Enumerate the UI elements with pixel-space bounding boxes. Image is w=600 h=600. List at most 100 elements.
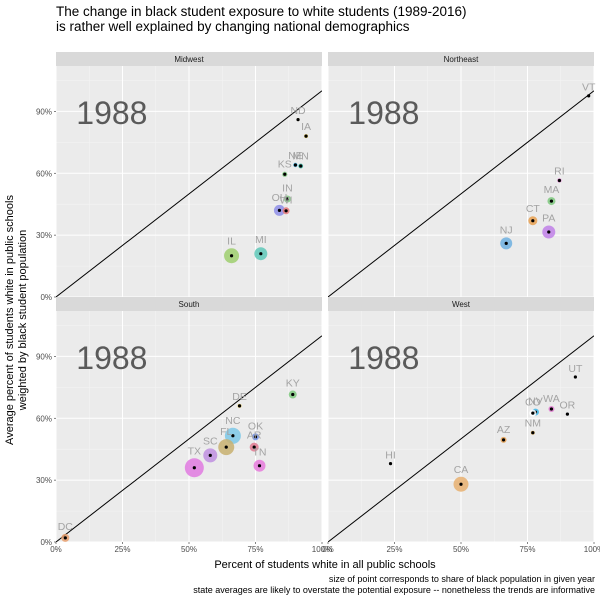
x-tick-label: 100% — [584, 545, 600, 554]
plot-area-northeast — [328, 90, 594, 297]
state-label-mn: MN — [293, 151, 309, 163]
panel-strip-northeast — [328, 52, 594, 66]
state-label-nc: NC — [225, 415, 241, 427]
point-center-sc — [208, 453, 212, 457]
point-center-tx — [192, 466, 196, 470]
point-center-or — [565, 412, 570, 416]
year-label-midwest: 1988 — [76, 95, 147, 131]
point-center-fl — [224, 445, 228, 449]
panel-title-midwest: Midwest — [174, 55, 204, 64]
panel-strip-south — [56, 297, 322, 311]
point-center-hi — [388, 462, 393, 466]
state-label-ca: CA — [454, 464, 469, 476]
y-tick-label: 60% — [36, 414, 52, 423]
point-center-mn — [299, 164, 303, 168]
state-label-az: AZ — [497, 424, 511, 436]
state-label-ok: OK — [248, 420, 263, 432]
state-label-tx: TX — [188, 445, 201, 457]
point-center-az — [501, 438, 506, 442]
y-tick-label: 0% — [40, 538, 52, 547]
x-tick-label: 100% — [312, 545, 332, 554]
point-center-oh — [277, 208, 282, 212]
point-center-ia — [304, 134, 308, 138]
point-center-ca — [459, 482, 463, 486]
point-center-dc — [63, 536, 67, 540]
plot-area-midwest — [56, 90, 322, 297]
state-label-nm: NM — [525, 418, 541, 430]
panel-title-south: South — [179, 300, 200, 309]
state-label-ky: KY — [286, 378, 300, 390]
x-axis-title: Percent of students white in all public … — [214, 559, 436, 571]
point-center-nj — [504, 241, 508, 245]
state-label-dc: DC — [58, 521, 74, 533]
point-center-ri — [557, 178, 562, 183]
state-label-ct: CT — [526, 203, 541, 215]
x-tick-label: 0% — [50, 545, 62, 554]
x-tick-label: 50% — [181, 545, 197, 554]
point-center-ks — [283, 172, 287, 176]
point-center-ne — [293, 163, 297, 167]
point-center-nc — [231, 434, 235, 438]
point-center-pa — [547, 230, 551, 234]
state-label-mi: MI — [255, 234, 267, 246]
point-center-ar — [252, 445, 256, 449]
point-center-mi — [259, 252, 263, 256]
state-label-nd: ND — [290, 105, 306, 117]
point-center-nd — [296, 118, 300, 122]
y-tick-label: 90% — [36, 352, 52, 361]
point-center-vt — [587, 94, 591, 98]
point-center-in — [285, 197, 290, 201]
panel-title-northeast: Northeast — [444, 55, 479, 64]
y-axis-title-line-2: weighted by black student population — [17, 230, 29, 411]
state-label-wa: WA — [543, 393, 560, 405]
state-label-pa: PA — [542, 213, 555, 225]
reference-line-midwest — [56, 90, 322, 297]
state-label-ut: UT — [568, 363, 583, 375]
point-center-ok — [253, 435, 258, 439]
state-label-ks: KS — [278, 159, 292, 171]
plot-area-south — [56, 335, 322, 542]
caption-line-2: state averages are likely to overstate t… — [193, 585, 595, 595]
state-label-in: IN — [282, 183, 293, 195]
panel-strip-west — [328, 297, 594, 311]
point-center-de — [237, 404, 242, 408]
year-label-northeast: 1988 — [348, 95, 419, 131]
point-center-ut — [573, 375, 577, 379]
chart-title-line-1: The change in black student exposure to … — [56, 4, 467, 19]
caption-line-1: size of point corresponds to share of bl… — [329, 574, 595, 584]
state-label-wi: WI — [280, 194, 293, 206]
state-label-il: IL — [227, 235, 236, 247]
panel-title-west: West — [452, 300, 471, 309]
x-tick-label: 50% — [453, 545, 469, 554]
x-tick-label: 25% — [114, 545, 130, 554]
point-center-ct — [531, 219, 535, 223]
y-tick-label: 30% — [36, 476, 52, 485]
point-center-tn — [257, 464, 262, 468]
point-center-wi — [284, 209, 288, 213]
state-label-fl: FL — [220, 426, 232, 438]
y-tick-label: 60% — [36, 169, 52, 178]
y-tick-label: 0% — [40, 293, 52, 302]
state-label-nv: NV — [528, 396, 543, 408]
state-label-tn: TN — [252, 447, 266, 459]
state-label-hi: HI — [385, 449, 396, 461]
state-label-de: DE — [232, 391, 247, 403]
chart-title-line-2: is rather well explained by changing nat… — [56, 19, 410, 34]
point-center-ma — [549, 199, 554, 203]
reference-line-west — [328, 335, 594, 542]
point-center-ky — [291, 392, 295, 397]
state-label-oh: OH — [272, 192, 288, 204]
state-label-ia: IA — [301, 121, 311, 133]
state-label-nj: NJ — [500, 224, 513, 236]
state-label-ar: AR — [247, 430, 262, 442]
state-label-ri: RI — [554, 165, 565, 177]
reference-line-south — [56, 335, 322, 542]
x-tick-label: 75% — [247, 545, 263, 554]
state-label-co: CO — [525, 397, 541, 409]
point-center-co — [531, 411, 535, 415]
x-tick-label: 25% — [386, 545, 402, 554]
